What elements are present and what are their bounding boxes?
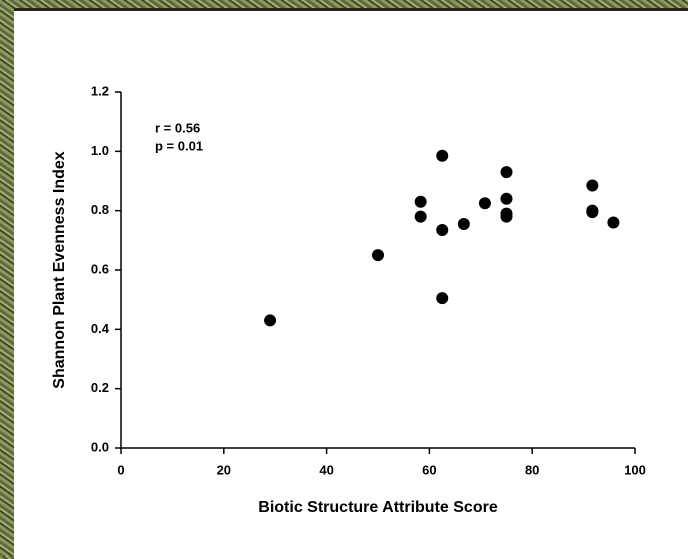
y-tick-label: 0.6	[91, 261, 109, 276]
annotation: r = 0.56	[155, 120, 200, 135]
point	[500, 166, 513, 179]
chart-panel	[14, 8, 688, 559]
point	[372, 249, 384, 262]
y-tick-label: 1.0	[91, 143, 109, 158]
x-tick-label: 40	[319, 462, 333, 477]
point	[607, 216, 620, 229]
point	[500, 192, 513, 205]
point	[414, 195, 427, 208]
x-tick-label: 0	[117, 462, 124, 477]
point	[436, 292, 449, 305]
point	[414, 210, 427, 223]
point	[436, 149, 449, 162]
x-axis-label: Biotic Structure Attribute Score	[258, 499, 498, 516]
point	[264, 314, 277, 327]
y-tick-label: 0.4	[91, 321, 110, 336]
x-tick-label: 100	[624, 462, 646, 477]
x-tick-label: 80	[525, 462, 539, 477]
annotation: p = 0.01	[155, 138, 203, 153]
y-axis-label: Shannon Plant Evenness Index	[51, 151, 68, 388]
y-tick-label: 0.2	[91, 380, 109, 395]
y-tick-label: 0.0	[91, 439, 109, 454]
point	[457, 218, 470, 231]
x-tick-label: 60	[422, 462, 436, 477]
point	[586, 179, 599, 192]
x-tick-label: 20	[217, 462, 231, 477]
y-tick-label: 0.8	[91, 202, 109, 217]
point	[500, 210, 513, 223]
point	[586, 206, 599, 219]
point	[478, 197, 491, 210]
point	[436, 223, 449, 236]
y-tick-label: 1.2	[91, 83, 109, 98]
